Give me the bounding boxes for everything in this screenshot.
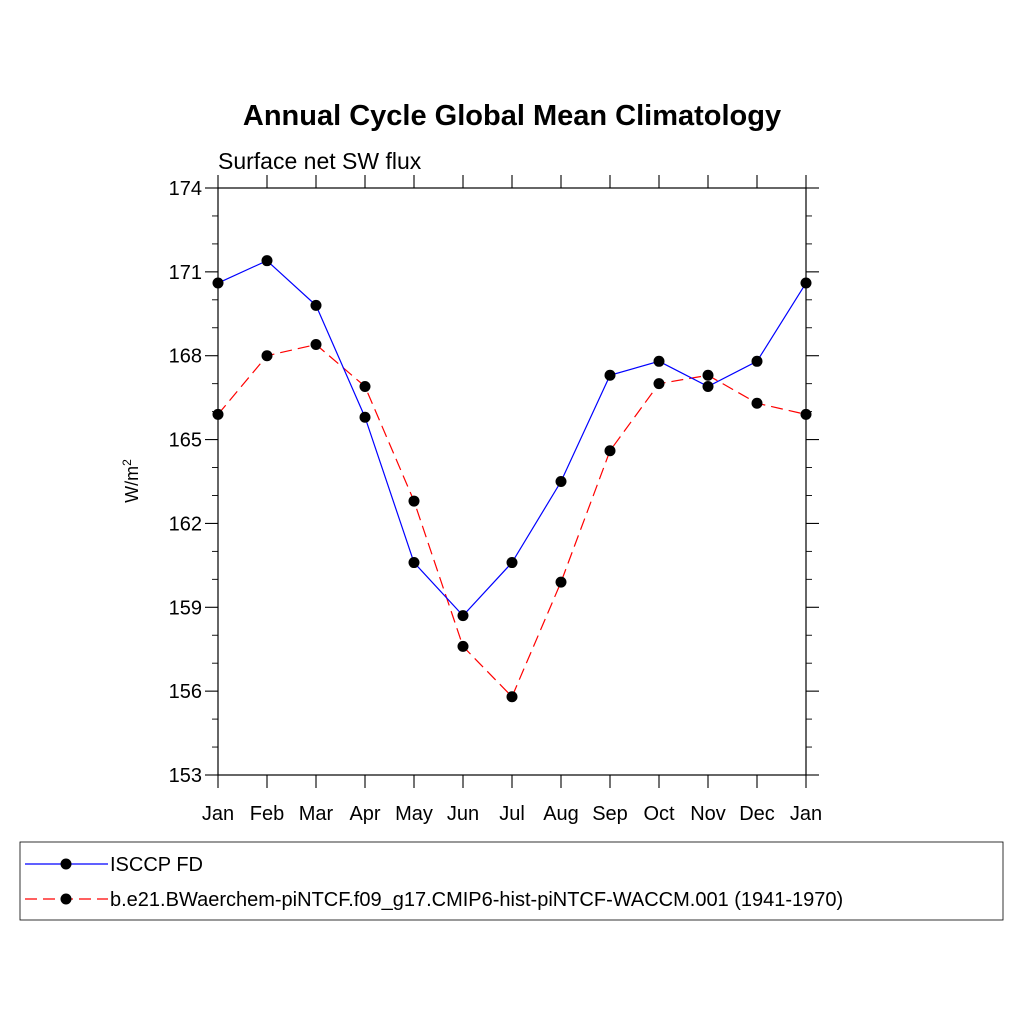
y-tick-label: 174 <box>169 178 202 200</box>
series-1-point <box>555 576 567 588</box>
series-1-point <box>653 378 665 390</box>
legend: ISCCP FD b.e21.BWaerchem-piNTCF.f09_g17.C… <box>19 841 1004 921</box>
series-0-point <box>604 369 616 381</box>
y-tick-label: 171 <box>169 262 202 284</box>
chart-title: Annual Cycle Global Mean Climatology <box>243 100 781 132</box>
x-tick-label: Nov <box>690 803 726 825</box>
series-0-point <box>310 299 322 311</box>
series-layer <box>212 255 812 703</box>
chart-subtitle: Surface net SW flux <box>218 148 422 174</box>
y-tick-label: 162 <box>169 513 202 535</box>
x-tick-label: Jul <box>499 803 525 825</box>
series-1-point <box>457 640 469 652</box>
y-axis-label: W/m2 <box>120 459 142 503</box>
y-tick-label: 156 <box>169 681 202 703</box>
x-tick-label: Aug <box>543 803 579 825</box>
x-tick-label: Dec <box>739 803 775 825</box>
y-axis-label-unit: W/m <box>122 466 142 503</box>
legend-label-1: b.e21.BWaerchem-piNTCF.f09_g17.CMIP6-his… <box>110 889 843 911</box>
series-1-point <box>604 445 616 457</box>
series-0-point <box>751 355 763 367</box>
plot-frame <box>217 187 807 776</box>
x-tick-label: May <box>395 803 433 825</box>
series-1-point <box>310 339 322 351</box>
series-0-point <box>359 411 371 423</box>
y-tick-label: 153 <box>169 765 202 787</box>
legend-label-0: ISCCP FD <box>110 854 203 876</box>
x-tick-label: Apr <box>349 803 380 825</box>
y-tick-label: 165 <box>169 430 202 452</box>
series-line-1 <box>217 343 807 698</box>
y-axis: 153 156 159 162 165 168 171 174 <box>169 178 819 787</box>
series-0-point <box>800 277 812 289</box>
series-0-point <box>408 557 420 569</box>
series-1-point <box>359 380 371 392</box>
series-0-point <box>506 557 518 569</box>
x-tick-label: Mar <box>299 803 334 825</box>
y-tick-label: 159 <box>169 597 202 619</box>
x-tick-label: Feb <box>250 803 284 825</box>
series-1-point <box>261 350 273 362</box>
series-1-point <box>702 369 714 381</box>
series-1-point <box>800 408 812 420</box>
series-1-point <box>212 408 224 420</box>
legend-box <box>19 841 1004 921</box>
series-0-point <box>653 355 665 367</box>
minor-ticks <box>212 215 812 748</box>
y-axis-label-superscript: 2 <box>120 459 134 466</box>
series-1-point <box>751 397 763 409</box>
legend-items: ISCCP FD b.e21.BWaerchem-piNTCF.f09_g17.C… <box>25 854 843 911</box>
series-0-point <box>457 610 469 622</box>
x-tick-label: Jan <box>202 803 234 825</box>
legend-marker-1 <box>60 893 72 905</box>
x-tick-label: Sep <box>592 803 628 825</box>
series-0-point <box>261 255 273 267</box>
series-0-point <box>555 476 567 487</box>
series-0-point <box>212 277 224 289</box>
y-tick-label: 168 <box>169 346 202 368</box>
legend-marker-0 <box>60 858 72 870</box>
x-tick-label: Jun <box>447 803 479 825</box>
x-tick-label: Oct <box>643 803 675 825</box>
x-tick-label: Jan <box>790 803 822 825</box>
series-0-point <box>702 380 714 392</box>
series-1-point <box>506 691 518 703</box>
x-axis: Jan Feb Mar Apr May Jun Jul Aug Sep Oct Nov Dec Jan <box>202 175 822 825</box>
series-1-point <box>408 495 420 507</box>
